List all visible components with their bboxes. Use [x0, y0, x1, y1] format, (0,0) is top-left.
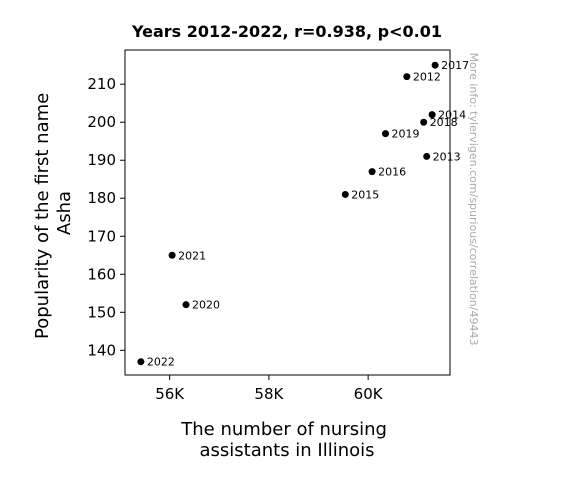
data-point-2018 [420, 118, 428, 126]
data-point-2016 [368, 168, 376, 176]
source-watermark: More info: tylervigen.com/spurious/corre… [467, 53, 480, 346]
data-point-label: 2018 [430, 116, 458, 129]
data-point-2015 [341, 190, 349, 198]
data-point-label: 2021 [178, 249, 206, 262]
data-point-label: 2012 [413, 71, 441, 84]
data-point-2013 [423, 152, 431, 160]
y-axis-label-line-2: Asha [54, 191, 75, 235]
data-point-2012 [403, 73, 411, 81]
y-tick-label: 140 [87, 341, 116, 359]
data-point-2020 [182, 301, 190, 309]
data-point-2019 [381, 130, 389, 138]
data-point-label: 2019 [391, 128, 419, 141]
y-axis-label: Popularity of the first name Asha [32, 87, 75, 339]
y-tick-label: 200 [87, 113, 116, 131]
y-axis-label-line-1: Popularity of the first name [32, 93, 53, 339]
x-axis-label-line-2: assistants in Illinois [199, 440, 374, 461]
data-point-2014 [428, 111, 436, 119]
data-point-2017 [431, 61, 439, 69]
data-points: 2012 2013 2014 2015 2016 2017 2018 2019 2020 2021… [137, 59, 469, 369]
x-axis-label-line-1: The number of nursing [180, 419, 387, 440]
data-point-2021 [168, 251, 176, 259]
x-tick-label: 56K [155, 385, 185, 403]
data-point-label: 2022 [147, 356, 175, 369]
data-point-label: 2016 [378, 166, 406, 179]
x-axis: 56K 58K 60K [155, 375, 384, 403]
chart-title: Years 2012-2022, r=0.938, p<0.01 [131, 22, 442, 41]
y-axis: 140 150 160 170 180 190 200 210 [87, 75, 125, 359]
y-tick-label: 170 [87, 227, 116, 245]
x-axis-label: The number of nursing assistants in Illi… [180, 419, 392, 461]
data-point-label: 2020 [192, 299, 220, 312]
y-tick-label: 190 [87, 151, 116, 169]
data-point-label: 2015 [351, 188, 379, 201]
data-point-label: 2017 [441, 59, 469, 72]
x-tick-label: 58K [254, 385, 284, 403]
y-tick-label: 160 [87, 265, 116, 283]
data-point-2022 [137, 358, 145, 366]
plot-area [124, 49, 451, 376]
y-tick-label: 210 [87, 75, 116, 93]
data-point-label: 2013 [433, 150, 461, 163]
y-tick-label: 180 [87, 189, 116, 207]
y-tick-label: 150 [87, 303, 116, 321]
x-tick-label: 60K [354, 385, 384, 403]
data-point-label: 2014 [438, 109, 466, 122]
